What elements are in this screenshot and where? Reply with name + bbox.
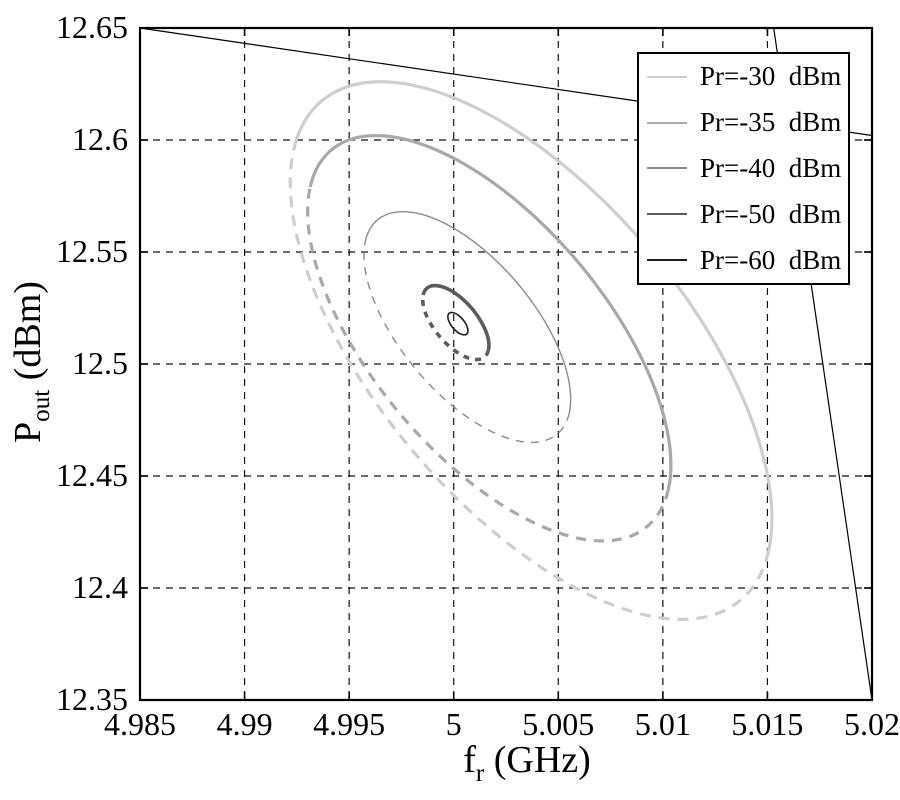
legend-label: Pr=-60 dBm [700,244,842,275]
curve-pr-35 [306,134,673,543]
x-axis-symbol: f [463,739,476,782]
curve-pr-40 [363,211,572,443]
legend-item-pr-50: Pr=-50 dBm [639,191,848,237]
legend-line-sample-pr-60 [647,259,687,262]
xtick-label: 4.99 [216,706,273,742]
ytick-label: 12.4 [72,568,128,605]
xtick-label: 5.01 [634,706,691,742]
legend-line-sample-pr-35 [647,121,687,124]
legend-line-sample-pr-30 [647,75,687,78]
x-axis-subscript: r [475,759,485,787]
legend-label: Pr=-50 dBm [700,198,842,229]
curve-pr-60 [447,311,469,336]
legend-line-sample-pr-50 [647,213,687,216]
xtick-label: 5 [445,706,462,742]
xtick-label: 5.02 [844,706,900,742]
ytick-label: 12.65 [56,8,128,45]
ytick-label: 12.5 [72,344,128,381]
legend-item-pr-30: Pr=-30 dBm [639,54,848,100]
xtick-label: 5.005 [522,706,595,742]
curve-pr-30 [288,80,774,621]
xtick-label: 4.995 [313,706,386,742]
y-axis-title: Pout (dBm) [6,281,56,443]
legend-label: Pr=-40 dBm [700,152,842,183]
grid-lines [140,28,872,700]
locking-loop-curves [288,80,774,621]
ytick-label: 12.55 [56,232,128,269]
legend-item-pr-60: Pr=-60 dBm [639,237,848,283]
ytick-label: 12.6 [72,120,128,157]
curve-pr-50 [420,283,491,362]
x-axis-unit: (GHz) [484,739,591,782]
legend-box: Pr=-30 dBm Pr=-35 dBm Pr=-40 dBm Pr=-50 … [637,52,850,285]
ytick-label: 12.35 [56,680,128,717]
legend-line-sample-pr-40 [647,167,687,170]
y-axis-unit: (dBm) [7,281,50,390]
legend-label: Pr=-35 dBm [700,107,842,138]
legend-item-pr-35: Pr=-35 dBm [639,100,848,146]
legend-label: Pr=-30 dBm [700,61,842,92]
ytick-label: 12.45 [56,456,128,493]
y-axis-symbol: P [7,421,50,443]
y-axis-subscript: out [27,389,55,422]
legend-item-pr-40: Pr=-40 dBm [639,146,848,192]
xtick-label: 5.015 [731,706,804,742]
xtick-label: 4.985 [104,706,176,742]
plot-border [138,26,874,702]
x-axis-title: fr (GHz) [463,738,591,788]
